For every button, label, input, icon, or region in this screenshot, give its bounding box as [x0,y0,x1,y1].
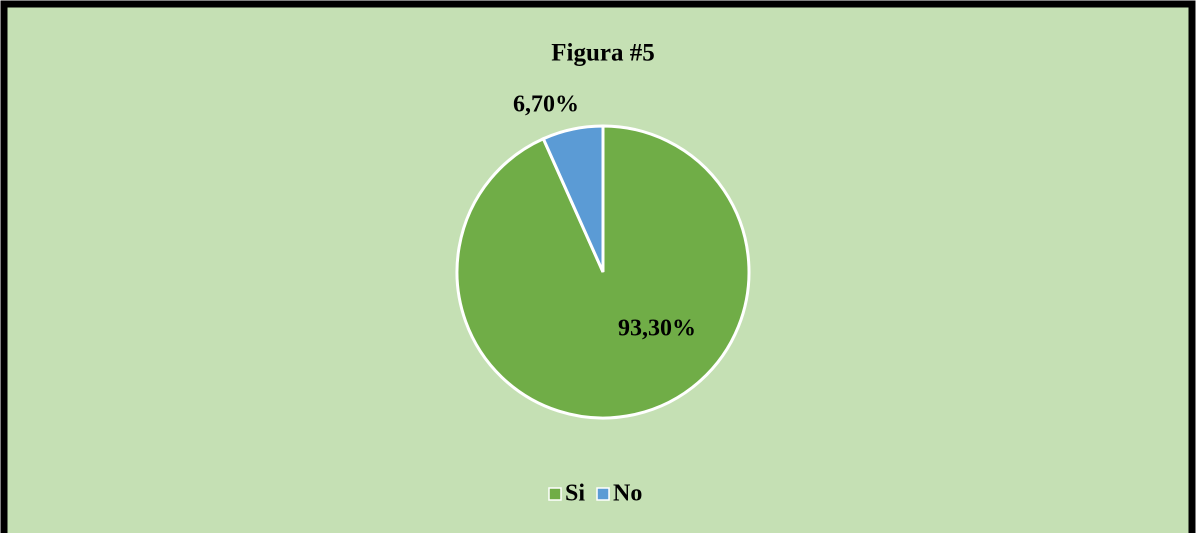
chart-title: Figura #5 [551,40,654,67]
legend-label: Si [565,481,585,507]
pie-slice [541,124,605,273]
legend-label: No [613,481,642,507]
legend-swatch [596,487,610,501]
legend-swatch [548,487,562,501]
data-label: 6,70% [513,92,579,118]
data-label: 93,30% [618,316,696,342]
